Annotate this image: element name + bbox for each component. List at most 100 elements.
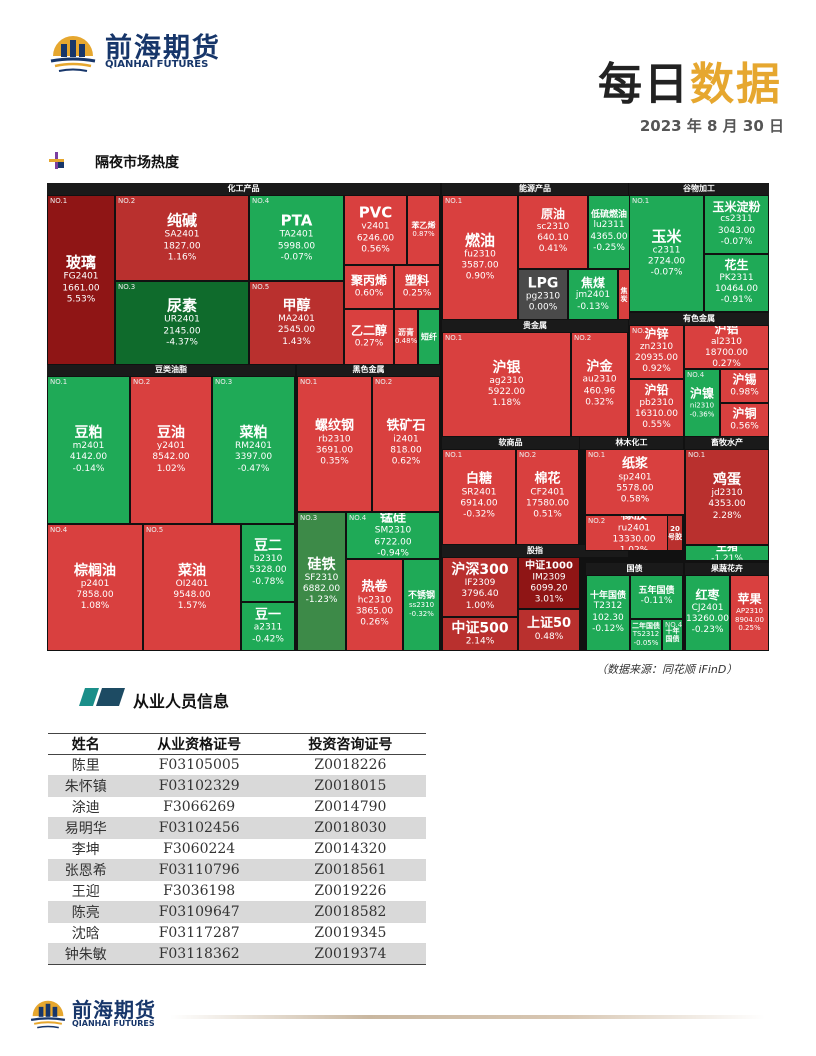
tile-content: 塑料 0.25% [395,274,439,299]
heatmap-tile: 沪深300 IF2309 3796.40 1.00% [442,557,518,617]
heatmap-tile: NO.1 玻璃 FG2401 1661.00 5.53% [47,195,115,365]
tile-rank: NO.1 [50,378,68,386]
tile-content: 焦煤 jm2401 -0.13% [569,276,617,312]
tile-rank: NO.1 [300,378,318,386]
tile-price: 8542.00 [152,452,190,463]
tile-rank: NO.2 [574,334,592,342]
heatmap-tile: NO.1 沪锌 zn2310 20935.00 0.92% [629,325,684,379]
group-header-animal: 畜牧水产 [685,437,769,449]
tile-code: pb2310 [639,398,674,409]
tile-content: 乙二醇 0.27% [345,324,393,349]
tile-content: 白糖 SR2401 6914.00 -0.32% [443,472,515,522]
tile-pct: -1.23% [305,595,338,606]
tile-name: 菜粕 [239,425,268,442]
heatmap-tile: NO.1 燃油 fu2310 3587.00 0.90% [442,195,518,320]
tile-content: 热卷 hc2310 3865.00 0.26% [347,580,402,630]
cell-qualification: F3066269 [123,796,275,818]
tile-name: 燃油 [464,231,495,249]
heatmap-tile: 塑料 0.25% [394,265,440,309]
tile-price: 3691.00 [315,445,354,456]
tile-code: MA2401 [278,314,315,325]
table-row: 钟朱敏 F03118362 Z0019374 [48,943,426,965]
tile-code: sc2310 [536,222,570,233]
tile-name: 沪铜 [732,406,757,421]
tile-price: -0.36% [689,409,715,418]
tile-price: 6914.00 [460,498,498,509]
tile-price: 818.00 [390,445,422,456]
tile-name: PTA [280,211,313,230]
cell-name: 钟朱敏 [48,943,124,965]
tile-name: 苹果 [737,591,762,606]
tile-price: 6246.00 [356,233,395,243]
table-row: 涂迪 F3066269 Z0014790 [48,796,426,818]
tile-name: 尿素 [166,296,197,315]
tile-pct: 0.87% [412,230,435,239]
heatmap-tile: NO.1 白糖 SR2401 6914.00 -0.32% [442,449,516,545]
tile-code: SR2401 [461,487,497,498]
tile-name: 沪金 [586,359,613,375]
tile-content: 沪铝 al2310 18700.00 0.27% [685,326,768,369]
tile-name: 塑料 [404,273,429,288]
tile-pct: 1.57% [177,601,207,612]
tile-code: lu2311 [593,220,625,231]
section2-title: 从业人员信息 [133,692,230,711]
heatmap-tile: 生猪 -1.21% [685,545,769,561]
group-header-bond: 国债 [586,563,683,575]
group-header-black: 黑色金属 [297,364,440,376]
tile-pct: 0.27% [354,338,384,349]
tile-code: y2401 [156,441,186,452]
footer-emblem-icon [30,1000,66,1029]
tile-code: CJ2401 [691,603,724,614]
footer-logo: 前海期货 QIANHAI FUTURES [28,994,168,1034]
tile-name: 沪深300 [451,562,509,579]
cell-consulting: Z0014790 [274,796,426,818]
heatmap-tile: NO.4 锰硅 SM2310 6722.00 -0.94% [346,512,440,559]
tile-name: 棕榈油 [74,562,116,579]
table-row: 朱怀镇 F03102329 Z0018015 [48,775,426,797]
tile-name: 不锈钢 [407,591,435,602]
tile-content: 菜油 OI2401 9548.00 1.57% [144,563,240,613]
cell-qualification: F03105005 [123,754,275,776]
tile-price: 9548.00 [173,589,211,600]
tile-code: rb2310 [318,434,351,445]
tile-name: 乙二醇 [350,323,387,338]
tile-rank: NO.1 [445,451,463,459]
tile-pct: 0.90% [465,271,495,282]
tile-rank: NO.2 [588,517,606,525]
tile-name: 玉米淀粉 [712,199,761,214]
heatmap-tile: 十年国债 T2312 102.30 -0.12% [586,575,630,651]
tile-price: 5578.00 [616,483,654,494]
group-header-forest: 林木化工 [580,437,683,449]
section-stripes-icon [79,688,125,706]
tile-code: pg2310 [525,291,561,302]
tile-code: ss2310 [408,601,435,610]
cell-name: 王迎 [48,880,124,902]
tile-content: 硅铁 SF2310 6882.00 -1.23% [298,557,345,607]
tile-pct: 0.27% [712,359,741,369]
group-header-grain: 谷物加工 [629,183,769,195]
heatmap-tile: 沪铝 al2310 18700.00 0.27% [684,325,769,369]
tile-price: 2145.00 [163,326,201,336]
tile-content: 豆一 a2311 -0.42% [242,607,294,645]
tile-rank: NO.1 [445,197,463,205]
tile-name: 沪锌 [644,327,669,342]
heatmap-tile: NO.5 菜油 OI2401 9548.00 1.57% [143,524,241,651]
heatmap-tile: NO.1 玉米 c2311 2724.00 -0.07% [629,195,704,312]
heatmap-tile: 沪锡 0.98% [720,369,769,403]
heatmap-tile: 乙二醇 0.27% [344,309,394,365]
tile-name: 锰硅 [379,512,406,526]
tile-name: 五年国债 [638,586,675,597]
tile-content: 沥青 0.48% [395,328,417,346]
tile-pct: 0.62% [391,457,421,468]
tile-name: 聚丙烯 [350,273,387,288]
tile-price: 5998.00 [277,241,316,251]
tile-content: 螺纹钢 rb2310 3691.00 0.35% [298,419,371,469]
tile-price: 6722.00 [374,537,412,548]
tile-pct: 2.28% [712,510,742,521]
tile-name: 豆二 [254,538,282,555]
header-consulting: 投资咨询证号 [274,733,426,755]
tile-pct: 5.53% [66,294,96,305]
tile-content: 沪锌 zn2310 20935.00 0.92% [630,327,683,376]
cell-name: 易明华 [48,817,124,839]
heatmap-tile: NO.2 沪金 au2310 460.96 0.32% [571,332,628,437]
